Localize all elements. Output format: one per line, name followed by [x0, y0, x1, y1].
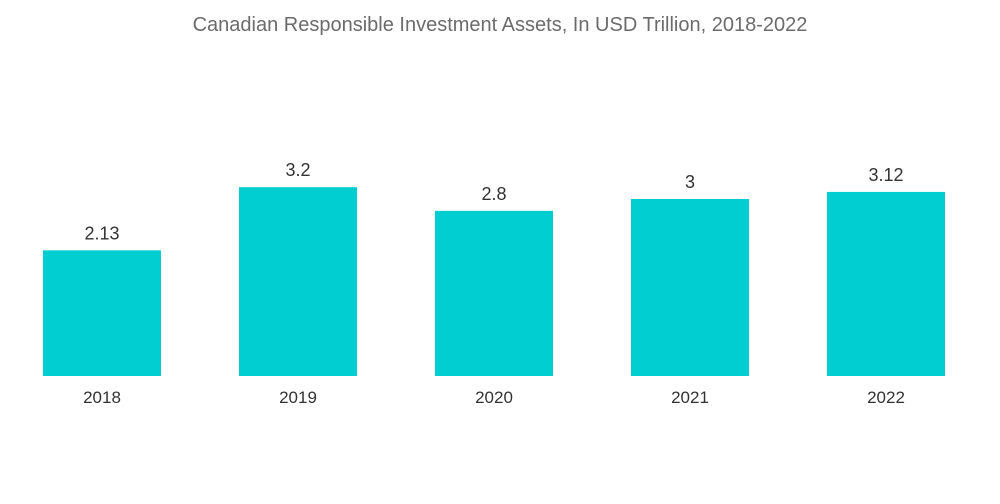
- x-axis-ticks: 2018 2019 2020 2021 2022: [83, 388, 905, 407]
- value-label-2021: 3: [685, 172, 695, 192]
- bar-2022: [827, 191, 945, 376]
- x-tick-2019: 2019: [279, 388, 317, 407]
- chart-title: Canadian Responsible Investment Assets, …: [192, 14, 808, 36]
- bar-2020: [435, 210, 553, 376]
- x-tick-2022: 2022: [867, 388, 905, 407]
- value-label-2019: 3.2: [285, 160, 310, 180]
- x-tick-2020: 2020: [475, 388, 513, 407]
- x-tick-2021: 2021: [671, 388, 709, 407]
- value-label-2020: 2.8: [481, 184, 506, 204]
- value-labels-group: 2.13 3.2 2.8 3 3.12: [84, 160, 903, 243]
- bar-2018: [43, 250, 161, 376]
- bar-2019: [239, 187, 357, 376]
- bars-group: [43, 187, 945, 376]
- bar-2021: [631, 199, 749, 376]
- x-tick-2018: 2018: [83, 388, 121, 407]
- value-label-2022: 3.12: [868, 165, 903, 185]
- value-label-2018: 2.13: [84, 223, 119, 243]
